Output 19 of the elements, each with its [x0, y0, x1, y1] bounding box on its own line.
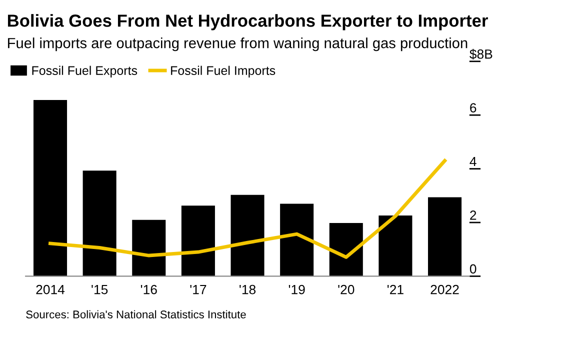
y-tick-label: 2: [470, 210, 476, 220]
x-tick-label: '16: [140, 284, 157, 294]
legend-label: Fossil Fuel Exports: [32, 66, 138, 78]
x-tick-label: '19: [288, 284, 305, 294]
chart-subtitle: Fuel imports are outpacing revenue from waning natural gas production: [8, 38, 468, 52]
x-tick-label: '17: [190, 285, 206, 294]
chart-title: Bolivia Goes From Net Hydrocarbons Exporter to Importer: [8, 14, 488, 30]
x-tick-label: 2022: [430, 284, 459, 294]
x-tick-label: '18: [240, 284, 256, 294]
source-note: Sources: Bolivia's National Statistics Institute: [26, 310, 246, 318]
x-tick-label: '20: [338, 284, 354, 294]
y-tick-label: $8B: [470, 48, 492, 60]
y-tick-label: 4: [470, 156, 476, 166]
x-tick-label: 2014: [36, 284, 65, 294]
y-tick-label: 6: [470, 103, 476, 112]
y-tick-label: 0: [470, 264, 476, 274]
x-tick-label: '21: [388, 284, 404, 294]
x-tick-label: '15: [92, 285, 108, 294]
legend-label: Fossil Fuel Imports: [171, 66, 276, 78]
